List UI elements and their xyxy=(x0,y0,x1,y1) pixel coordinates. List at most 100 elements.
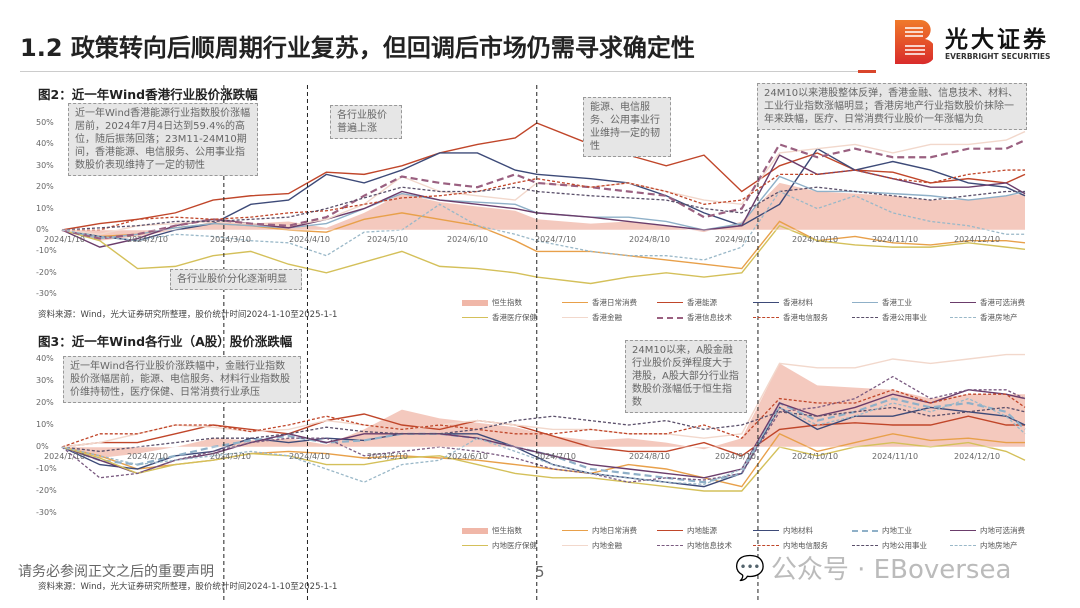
y-tick-label: 20% xyxy=(36,182,54,192)
series-1-8 xyxy=(61,139,1026,240)
y-tick-label: 0% xyxy=(36,225,49,234)
y-tick-label: 30% xyxy=(36,160,54,170)
legend-label: 香港房地产 xyxy=(980,313,1018,322)
logo-mark-icon xyxy=(895,20,933,65)
x-tick-label: 2024/12/10 xyxy=(954,452,1001,461)
x-tick-label: 2024/11/10 xyxy=(872,452,919,461)
legend-label: 内地能源 xyxy=(687,526,717,535)
logo-en: EVERBRIGHT SECURITIES xyxy=(945,52,1051,61)
series-2-11 xyxy=(61,397,1026,486)
legend-item: 香港信息技术 xyxy=(657,312,732,323)
legend-swatch xyxy=(562,302,588,303)
y-tick-label: 30% xyxy=(36,376,54,385)
legend-label: 内地可选消费 xyxy=(980,526,1025,535)
series-2-0 xyxy=(62,363,1025,458)
legend-label: 恒生指数 xyxy=(492,298,522,307)
legend-swatch xyxy=(753,317,779,318)
legend-item: 香港日常消费 xyxy=(562,297,637,308)
x-tick-label: 2024/2/10 xyxy=(127,235,169,244)
series-2-7 xyxy=(61,353,1025,448)
legend-swatch xyxy=(657,316,683,319)
legend-swatch xyxy=(753,530,779,531)
legend-swatch xyxy=(852,317,878,318)
legend-swatch xyxy=(753,545,779,546)
legend-label: 内地工业 xyxy=(882,526,912,535)
legend-item: 内地房地产 xyxy=(950,540,1018,551)
legend-swatch xyxy=(562,317,588,318)
legend-swatch xyxy=(462,545,488,546)
x-tick-label: 2024/9/10 xyxy=(715,235,757,244)
x-tick-label: 2024/2/10 xyxy=(127,452,169,461)
y-tick-label: -20% xyxy=(36,267,57,277)
legend-label: 香港可选消费 xyxy=(980,298,1025,307)
slide-title: 1.2 政策转向后顺周期行业复苏，但回调后市场仍需寻求确定性 xyxy=(20,34,695,62)
legend-swatch xyxy=(753,302,779,303)
legend-swatch xyxy=(950,545,976,546)
page-number: 5 xyxy=(535,563,545,581)
x-tick-label: 2024/7/10 xyxy=(535,452,577,461)
chart2-source: 资料来源：Wind，光大证券研究所整理，股价统计时间2024-1-10至2025… xyxy=(38,582,338,592)
legend-label: 香港医疗保健 xyxy=(492,313,537,322)
legend-item: 香港公用事业 xyxy=(852,312,927,323)
x-tick-label: 2024/5/10 xyxy=(367,452,409,461)
legend-label: 香港信息技术 xyxy=(687,313,732,322)
y-tick-label: 10% xyxy=(36,203,54,213)
legend-swatch xyxy=(657,545,683,546)
logo-cn: 光大证券 xyxy=(945,27,1049,53)
legend-swatch xyxy=(562,530,588,531)
y-tick-label: -30% xyxy=(36,289,57,299)
legend-item: 香港能源 xyxy=(657,297,717,308)
x-tick-label: 2024/7/10 xyxy=(535,235,577,244)
legend-label: 内地电信服务 xyxy=(783,541,828,550)
series-1-3 xyxy=(61,147,1026,242)
x-tick-label: 2024/10/10 xyxy=(792,452,839,461)
chart1-note-rebound: 24M10以来港股整体反弹，香港金融、信息技术、材料、工业行业指数涨幅明显；香港… xyxy=(757,83,1027,130)
legend-swatch xyxy=(852,545,878,546)
legend-swatch xyxy=(657,302,683,303)
series-2-5 xyxy=(61,389,1026,479)
series-2-10 xyxy=(61,406,1026,453)
x-tick-label: 2024/12/10 xyxy=(954,235,1001,244)
legend-item: 内地信息技术 xyxy=(657,540,732,551)
legend-item: 内地公用事业 xyxy=(852,540,927,551)
legend-swatch xyxy=(462,299,488,306)
legend-item: 香港金融 xyxy=(562,312,622,323)
x-tick-label: 2024/6/10 xyxy=(447,452,489,461)
series-1-9 xyxy=(62,169,1025,231)
legend-swatch xyxy=(852,529,878,532)
legend-label: 香港金融 xyxy=(592,313,622,322)
legend-item: 内地可选消费 xyxy=(950,525,1025,536)
chart1-title: 图2：近一年Wind香港行业股价涨跌幅 xyxy=(38,87,258,102)
x-tick-label: 2024/11/10 xyxy=(872,235,919,244)
legend-label: 香港日常消费 xyxy=(592,298,637,307)
x-tick-label: 2024/9/10 xyxy=(715,452,757,461)
legend-item: 内地电信服务 xyxy=(753,540,828,551)
legend-label: 内地房地产 xyxy=(980,541,1018,550)
series-2-6 xyxy=(61,441,1026,492)
y-tick-label: 20% xyxy=(36,398,54,407)
legend-swatch xyxy=(950,302,976,303)
x-tick-label: 2024/4/10 xyxy=(289,235,331,244)
watermark-text: 公众号 · EBoversea xyxy=(770,555,1012,585)
legend-label: 香港工业 xyxy=(882,298,912,307)
legend-item: 香港可选消费 xyxy=(950,297,1025,308)
chart2-note-ashare: 24M10以来，A股金融行业股价反弹程度大于港股，A股大部分行业指数股价涨幅低于… xyxy=(625,340,747,413)
legend-swatch xyxy=(657,530,683,531)
legend-label: 香港能源 xyxy=(687,298,717,307)
legend-label: 内地材料 xyxy=(783,526,813,535)
legend-swatch xyxy=(852,302,878,303)
y-tick-label: -20% xyxy=(36,486,57,495)
legend-swatch xyxy=(950,317,976,318)
legend-label: 内地信息技术 xyxy=(687,541,732,550)
legend-item: 香港材料 xyxy=(753,297,813,308)
chart2-note-finance: 近一年Wind各行业股价涨跌幅中，金融行业指数股价涨幅居前，能源、电信服务、材料… xyxy=(63,356,301,403)
legend-item: 内地金融 xyxy=(562,540,622,551)
chart1-note-energy: 近一年Wind香港能源行业指数股价涨幅居前，2024年7月4日达到59.4%的高… xyxy=(68,103,258,176)
everbright-logo: 光大证券 EVERBRIGHT SECURITIES xyxy=(893,16,1073,68)
x-tick-label: 2024/8/10 xyxy=(629,452,671,461)
legend-label: 内地医疗保健 xyxy=(492,541,537,550)
legend-item: 恒生指数 xyxy=(462,297,522,308)
title-divider xyxy=(20,71,870,72)
y-tick-label: 40% xyxy=(36,354,54,363)
legend-item: 内地日常消费 xyxy=(562,525,637,536)
